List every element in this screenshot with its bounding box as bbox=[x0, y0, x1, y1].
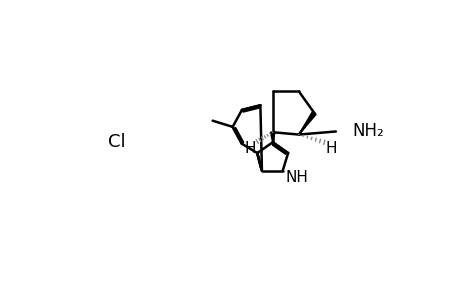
Text: NH₂: NH₂ bbox=[351, 122, 383, 140]
Text: H: H bbox=[244, 141, 255, 156]
Polygon shape bbox=[270, 132, 274, 142]
Text: Cl: Cl bbox=[107, 133, 125, 151]
Polygon shape bbox=[298, 112, 315, 135]
Text: NH: NH bbox=[285, 170, 307, 185]
Text: H: H bbox=[325, 142, 336, 157]
